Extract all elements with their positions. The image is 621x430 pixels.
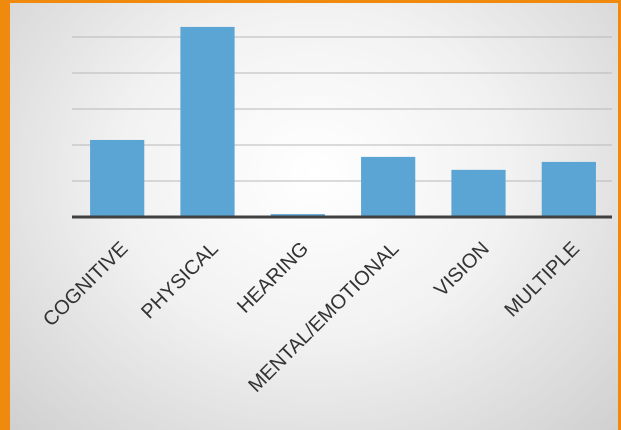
x-tick-label: PHYSICAL <box>137 238 223 324</box>
bar <box>541 161 596 217</box>
x-tick-label: VISION <box>430 238 493 301</box>
bar <box>451 169 506 217</box>
bar <box>90 139 145 217</box>
x-tick-label: HEARING <box>233 238 313 318</box>
x-tick-label: MENTAL/EMOTIONAL <box>244 238 403 397</box>
bar <box>180 26 235 218</box>
x-tick-label: COGNITIVE <box>39 238 132 331</box>
bar <box>361 156 416 217</box>
x-tick-label: MULTIPLE <box>500 238 584 322</box>
